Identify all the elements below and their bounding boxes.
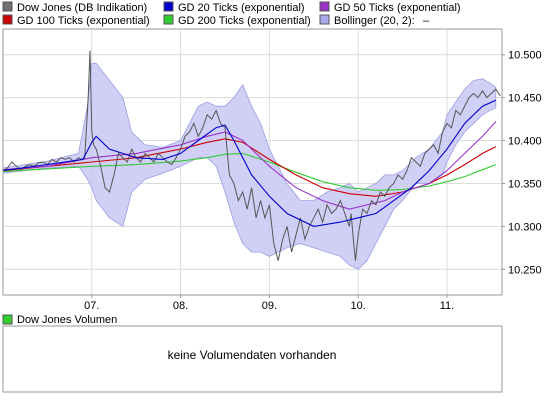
volume-legend-swatch	[2, 314, 13, 325]
x-tick-label: 08.	[173, 300, 188, 312]
volume-legend: Dow Jones Volumen	[2, 314, 117, 326]
x-tick-label: 09.	[262, 300, 277, 312]
legend-label: GD 200 Ticks (exponential)	[178, 15, 311, 27]
volume-legend-label: Dow Jones Volumen	[17, 314, 117, 326]
y-tick-label: 10.500	[508, 50, 542, 62]
x-tick-label: 11.	[440, 300, 454, 312]
y-axis-ticks: 10.250 10.300 10.350 10.400 10.450 10.500	[502, 50, 542, 276]
legend-label: Bollinger (20, 2):	[334, 15, 415, 27]
legend-swatch	[2, 14, 13, 25]
no-volume-message: keine Volumendaten vorhanden	[168, 348, 337, 362]
y-tick-label: 10.250	[508, 264, 542, 276]
series-line-4	[2, 152, 496, 191]
series-line-0	[2, 50, 501, 261]
legend-bollinger-value: –	[423, 15, 430, 27]
legend: Dow Jones (DB Indikation) GD 20 Ticks (ex…	[2, 1, 461, 27]
legend-label: Dow Jones (DB Indikation)	[17, 2, 147, 14]
y-tick-label: 10.450	[508, 93, 542, 105]
series-line-1	[2, 99, 497, 227]
legend-label: GD 20 Ticks (exponential)	[178, 2, 305, 14]
price-plot-border	[2, 28, 503, 296]
legend-label: GD 100 Ticks (exponential)	[17, 15, 150, 27]
y-tick-label: 10.350	[508, 178, 542, 190]
legend-swatch	[163, 1, 174, 12]
y-tick-label: 10.300	[508, 221, 542, 233]
x-tick-label: 10.	[351, 300, 366, 312]
x-axis-ticks: 07. 08. 09. 10. 11.	[84, 295, 454, 312]
x-tick-label: 07.	[84, 300, 99, 312]
series-lines	[2, 50, 501, 261]
legend-swatch	[319, 1, 330, 12]
volume-plot-frame	[2, 325, 503, 393]
series-line-2	[2, 121, 497, 210]
legend-swatch	[163, 14, 174, 25]
legend-label: GD 50 Ticks (exponential)	[334, 2, 461, 14]
legend-swatch	[2, 1, 13, 12]
legend-swatch	[319, 14, 330, 25]
y-tick-label: 10.400	[508, 136, 542, 148]
